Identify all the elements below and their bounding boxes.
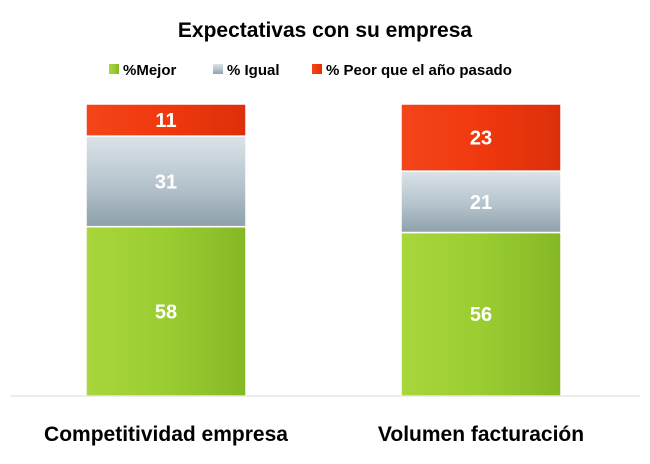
data-label: 56 — [470, 304, 492, 326]
bar-segment — [85, 135, 247, 228]
bar-segment — [85, 225, 247, 397]
legend-label: % Igual — [227, 62, 280, 79]
legend-label: % Peor que el año pasado — [326, 62, 512, 79]
category-label: Competitividad empresa — [44, 423, 288, 446]
legend-swatch — [312, 64, 322, 74]
legend-swatch — [213, 64, 223, 74]
bar-segment — [400, 170, 562, 234]
data-label: 21 — [470, 192, 492, 214]
bars: 58 31 11 56 21 23 — [85, 103, 562, 397]
data-label: 11 — [155, 110, 176, 132]
bar-segment — [85, 103, 247, 137]
data-label: 58 — [155, 301, 177, 323]
legend: %Mejor % Igual % Peor que el año pasado — [109, 62, 512, 79]
legend-label: %Mejor — [123, 62, 177, 79]
bar-segment — [400, 103, 562, 172]
data-label: 31 — [155, 171, 177, 193]
category-labels: Competitividad empresa Volumen facturació… — [44, 423, 584, 446]
data-label: 23 — [470, 128, 492, 150]
chart-title: Expectativas con su empresa — [178, 19, 472, 42]
legend-swatch — [109, 64, 119, 74]
bar-segment — [400, 231, 562, 397]
category-label: Volumen facturación — [378, 423, 584, 446]
